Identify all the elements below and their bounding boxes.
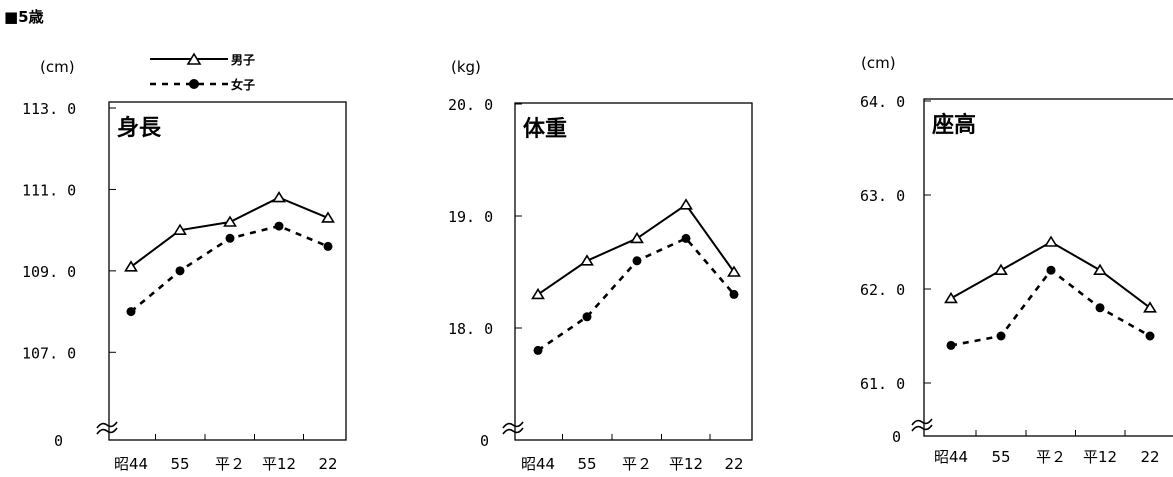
x-tick-label: 55 [170, 455, 189, 473]
x-tick-label: 平２ [622, 455, 652, 473]
series-line-female [538, 238, 734, 350]
axis-break-icon [97, 422, 117, 428]
series-line-male [951, 242, 1150, 308]
y-tick-label: 113. 0 [22, 100, 76, 118]
data-point-female [997, 332, 1006, 341]
x-tick-label: 昭44 [934, 448, 968, 466]
series-line-male [538, 205, 734, 295]
y-tick-label: 20. 0 [448, 96, 493, 114]
data-point-female [176, 266, 185, 275]
x-tick-label: 平２ [1036, 448, 1066, 466]
axis-break-icon [503, 422, 523, 428]
y-tick-label: 63. 0 [860, 187, 905, 205]
data-point-female [730, 290, 739, 299]
x-tick-label: 昭44 [521, 455, 555, 473]
y-tick-label: 62. 0 [860, 281, 905, 299]
data-point-male [225, 217, 236, 226]
chart-title: 座高 [932, 112, 976, 138]
data-point-female [127, 307, 136, 316]
data-point-female [324, 242, 333, 251]
data-point-male [323, 213, 334, 222]
chart-2: 体重 (kg) 20. 0 19. 0 18. 0 0 昭44 55 平２ 平12 22 [448, 58, 752, 473]
y-tick-label: 111. 0 [22, 181, 76, 199]
y-zero-label: 0 [892, 428, 901, 446]
chart-title: 身長 [117, 115, 162, 141]
data-point-female [1047, 266, 1056, 275]
data-point-female [583, 312, 592, 321]
y-tick-label: 19. 0 [448, 208, 493, 226]
unit-label: (cm) [861, 54, 896, 72]
chart-title: 体重 [523, 117, 567, 142]
section-title: ■5歳 [4, 8, 44, 26]
x-tick-label: 平12 [262, 455, 296, 473]
legend-female-label: 女子 [231, 77, 255, 92]
chart-3: 座高 (cm) 64. 0 63. 0 62. 0 61. 0 0 昭44 55 平２ 平12 22 [860, 54, 1173, 466]
legend-male-label: 男子 [231, 53, 255, 67]
unit-label: (kg) [451, 58, 481, 76]
x-tick-label: 55 [991, 448, 1010, 466]
data-point-male [946, 293, 957, 302]
data-point-male [729, 267, 740, 276]
data-point-female [226, 234, 235, 243]
axis-break-icon [503, 428, 523, 434]
data-point-male [582, 256, 593, 265]
data-point-male [274, 193, 285, 202]
x-tick-label: 22 [1140, 448, 1159, 466]
y-zero-label: 0 [54, 432, 63, 450]
data-point-female [1096, 303, 1105, 312]
series-line-male [131, 198, 328, 267]
y-tick-label: 18. 0 [448, 320, 493, 338]
x-tick-label: 平２ [215, 455, 245, 473]
y-tick-label: 64. 0 [860, 93, 905, 111]
data-point-male [996, 265, 1007, 274]
unit-label: (cm) [40, 58, 75, 76]
y-tick-label: 107. 0 [22, 344, 76, 362]
data-point-female [534, 346, 543, 355]
plot-frame [515, 103, 752, 440]
axis-break-icon [912, 419, 932, 425]
y-tick-label: 109. 0 [22, 263, 76, 281]
data-point-female [947, 341, 956, 350]
x-tick-label: 22 [724, 455, 743, 473]
chart-1: 身長 (cm) 113. 0 111. 0 109. 0 107. 0 0 昭44 55 平２ 平1… [22, 58, 346, 473]
data-point-female [275, 222, 284, 231]
data-point-male [1095, 265, 1106, 274]
data-point-male [1046, 237, 1057, 246]
y-zero-label: 0 [480, 432, 489, 450]
x-tick-label: 55 [577, 455, 596, 473]
data-point-male [681, 200, 692, 209]
x-tick-label: 平12 [669, 455, 703, 473]
plot-frame [109, 102, 346, 440]
data-point-female [633, 256, 642, 265]
legend-circle-marker [189, 79, 199, 89]
x-tick-label: 22 [318, 455, 337, 473]
data-point-female [682, 234, 691, 243]
x-tick-label: 平12 [1083, 448, 1117, 466]
axis-break-icon [912, 425, 932, 431]
axis-break-icon [97, 428, 117, 434]
data-point-female [1146, 332, 1155, 341]
y-tick-label: 61. 0 [860, 375, 905, 393]
x-tick-label: 昭44 [114, 455, 148, 473]
legend: 男子 女子 [150, 53, 255, 92]
